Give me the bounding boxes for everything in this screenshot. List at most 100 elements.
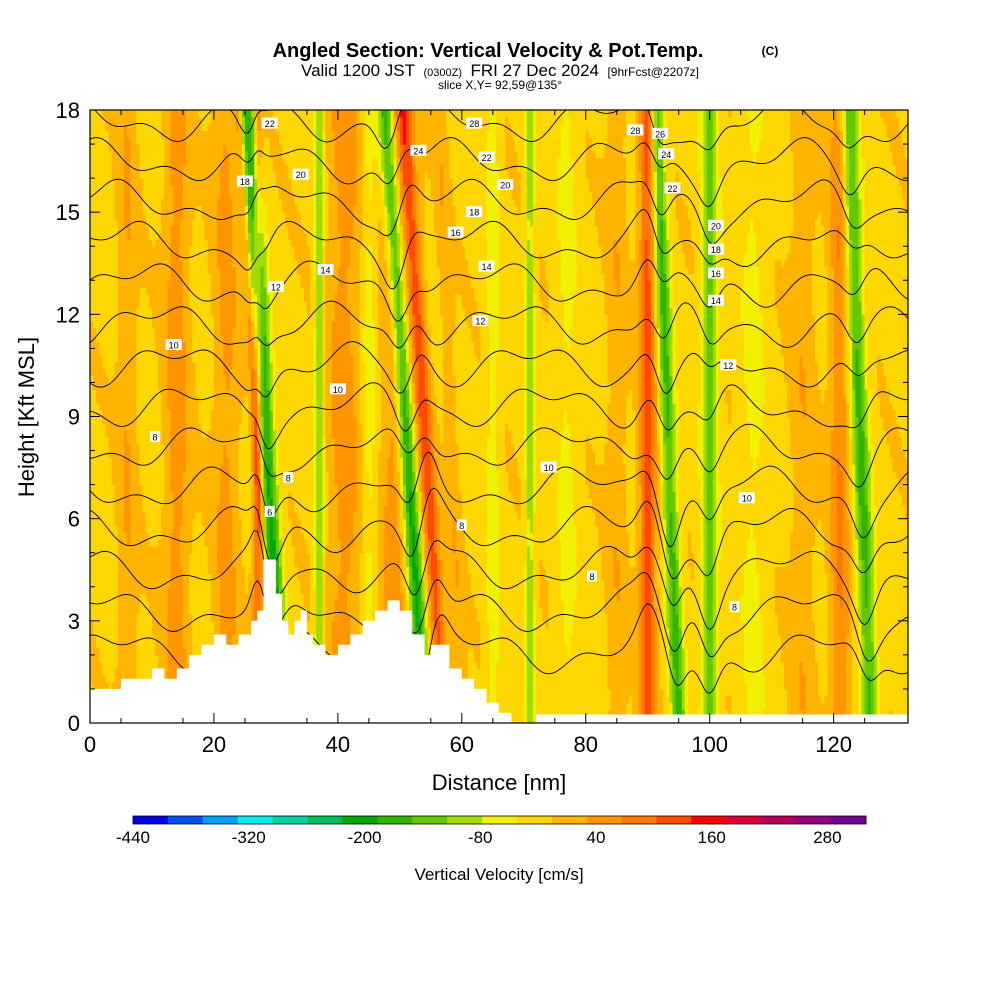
velocity-cell	[344, 110, 348, 723]
velocity-cell	[508, 184, 512, 431]
velocity-cell	[241, 110, 246, 118]
velocity-cell	[864, 110, 869, 322]
velocity-cell	[182, 341, 187, 472]
velocity-cell	[641, 110, 646, 723]
velocity-cell	[291, 545, 296, 676]
velocity-cell	[263, 477, 268, 513]
contour-label: 22	[261, 117, 278, 129]
velocity-cell	[365, 470, 370, 554]
x-tick-label: 0	[84, 732, 96, 757]
velocity-cell	[269, 450, 274, 499]
velocity-cell	[576, 110, 581, 723]
velocity-cell	[381, 116, 385, 145]
velocity-cell	[471, 341, 475, 595]
y-axis-label: Height [Kft MSL]	[14, 337, 39, 497]
velocity-cell	[663, 171, 667, 220]
velocity-cell	[406, 110, 410, 220]
contour-label-text: 10	[333, 385, 343, 395]
velocity-cell	[272, 470, 277, 506]
contour-label-text: 10	[169, 340, 179, 350]
velocity-cell	[294, 511, 299, 567]
velocity-cell	[257, 110, 262, 132]
velocity-cell	[309, 110, 314, 723]
velocity-cell	[421, 287, 426, 322]
velocity-cell	[839, 184, 844, 472]
velocity-cell	[139, 287, 144, 486]
velocity-cell	[821, 532, 825, 704]
velocity-cell	[889, 457, 894, 710]
velocity-cell	[313, 586, 317, 636]
velocity-cell	[186, 110, 190, 723]
velocity-cell	[533, 205, 537, 295]
velocity-cell	[251, 287, 255, 309]
contour-label-text: 12	[271, 283, 281, 293]
velocity-cell	[697, 171, 701, 404]
velocity-cell	[406, 389, 410, 418]
terrain-fill	[90, 559, 537, 723]
velocity-cell	[790, 532, 794, 723]
velocity-cell	[359, 423, 364, 554]
x-tick-label: 20	[202, 732, 226, 757]
velocity-cell	[626, 532, 630, 704]
velocity-cell	[864, 505, 869, 608]
velocity-cell	[418, 511, 423, 533]
velocity-cell	[877, 355, 881, 397]
contour-label-bg	[652, 127, 669, 139]
velocity-cell	[198, 205, 203, 424]
velocity-cell	[127, 239, 131, 445]
velocity-cell	[796, 110, 801, 723]
velocity-cell	[564, 641, 568, 717]
velocity-cell	[402, 518, 407, 547]
velocity-cell	[375, 157, 379, 723]
velocity-cell	[384, 110, 389, 145]
velocity-cell	[198, 116, 203, 206]
velocity-cell	[161, 198, 165, 445]
velocity-cell	[579, 110, 584, 723]
velocity-cell	[266, 464, 271, 499]
velocity-cell	[495, 470, 500, 663]
velocity-cell	[378, 171, 382, 220]
velocity-cell	[430, 409, 435, 452]
velocity-cell	[430, 579, 435, 622]
contour-label-bg	[738, 492, 755, 504]
velocity-cell	[753, 164, 757, 234]
y-tick-label: 3	[68, 609, 80, 634]
velocity-cell	[545, 579, 550, 629]
contour-label-text: 20	[500, 180, 510, 190]
velocity-cell	[740, 321, 745, 595]
velocity-cell	[471, 287, 475, 343]
velocity-cell	[505, 116, 509, 172]
velocity-cell	[424, 362, 429, 397]
velocity-cell	[371, 443, 376, 629]
velocity-cell	[601, 273, 605, 465]
velocity-cell	[266, 232, 271, 295]
velocity-cell	[297, 273, 302, 520]
velocity-cell	[142, 287, 147, 513]
contour-line-12	[90, 423, 908, 488]
velocity-cell	[895, 110, 900, 118]
contour-label: 8	[456, 519, 467, 531]
velocity-cell	[613, 586, 618, 723]
contour-label-bg	[478, 151, 495, 163]
velocity-cell	[412, 218, 416, 315]
velocity-cell	[749, 110, 754, 152]
velocity-cell	[827, 110, 832, 723]
velocity-cell	[898, 110, 903, 132]
velocity-cell	[251, 341, 255, 370]
velocity-cell	[275, 436, 280, 486]
velocity-cell	[393, 137, 398, 159]
subtitle-fcst: [9hrFcst@2207z]	[607, 65, 699, 79]
velocity-cell	[244, 184, 249, 206]
velocity-cell	[861, 375, 866, 431]
velocity-cell	[880, 416, 884, 723]
contour-label-bg	[586, 570, 597, 582]
velocity-cell	[784, 566, 788, 690]
velocity-cell	[570, 464, 574, 636]
velocity-cell	[399, 416, 404, 458]
velocity-cell	[595, 225, 599, 465]
contour-line-4	[90, 571, 908, 662]
contour-label: 22	[478, 151, 495, 163]
velocity-cell	[189, 307, 193, 554]
velocity-cell	[601, 110, 605, 159]
velocity-cell	[582, 110, 587, 723]
